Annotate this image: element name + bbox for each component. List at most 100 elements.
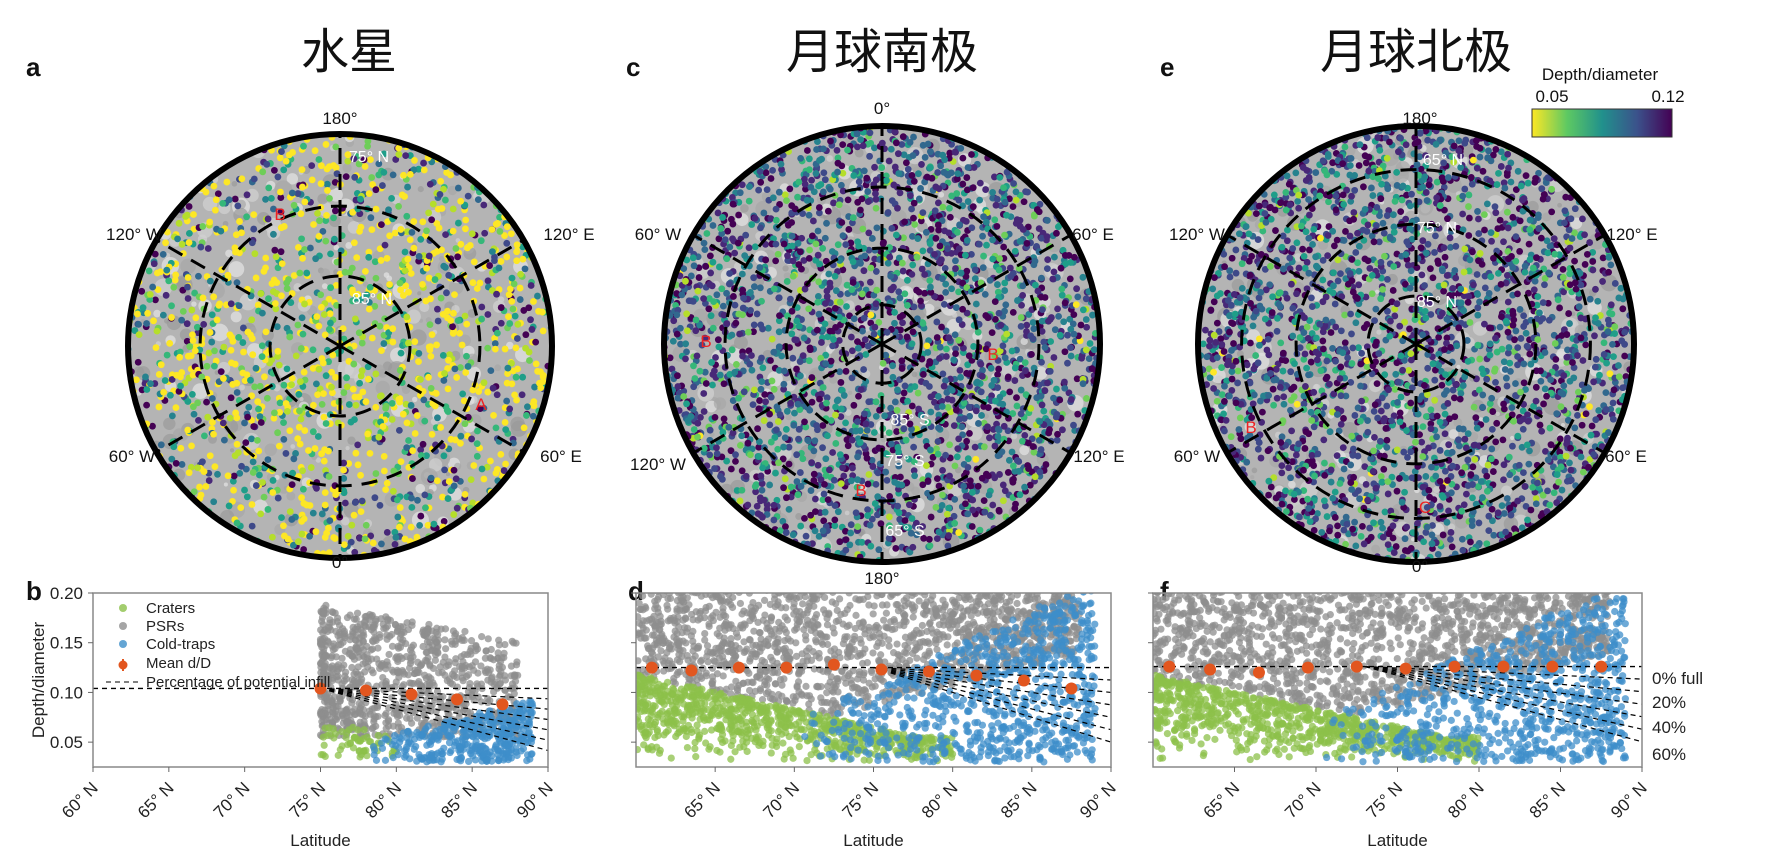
crater-dD-point <box>963 437 971 445</box>
crater-dD-point <box>701 246 709 254</box>
crater-dD-point <box>842 527 849 535</box>
crater-dD-point <box>1017 386 1025 394</box>
crater-dD-point <box>272 305 280 313</box>
crater-dD-point <box>1027 404 1035 412</box>
crater-dD-point <box>284 535 292 543</box>
crater-dD-point <box>783 407 791 415</box>
crater-dD-point <box>843 281 851 289</box>
crater-dD-point <box>978 372 986 380</box>
crater-dD-point <box>280 522 287 530</box>
crater-dD-point <box>214 470 221 478</box>
terrain-shade <box>210 323 229 342</box>
crater-dD-point <box>799 352 807 360</box>
crater-dD-point <box>263 394 271 402</box>
crater-dD-point <box>955 288 962 296</box>
crater-dD-point <box>162 239 169 247</box>
crater-dD-point <box>1070 421 1077 429</box>
crater-dD-point <box>316 385 324 393</box>
crater-dD-point <box>343 383 351 391</box>
crater-dD-point <box>951 148 959 156</box>
crater-dD-point <box>255 405 262 413</box>
crater-dD-point <box>457 240 465 248</box>
crater-dD-point <box>772 257 780 265</box>
crater-dD-point <box>872 480 880 488</box>
crater-dD-point <box>439 493 446 501</box>
crater-dD-point <box>298 166 306 174</box>
crater-dD-point <box>163 266 171 274</box>
crater-dD-point <box>849 258 857 266</box>
crater-dD-point <box>509 367 517 375</box>
crater-dD-point <box>239 369 247 377</box>
crater-dD-point <box>372 205 380 213</box>
crater-dD-point <box>984 404 992 411</box>
crater-dD-point <box>975 240 983 248</box>
crater-dD-point <box>196 483 203 491</box>
crater-dD-point <box>1038 401 1046 409</box>
crater-dD-point <box>961 251 969 259</box>
crater-dD-point <box>365 248 373 256</box>
crater-dD-point <box>864 480 872 488</box>
terrain-shade <box>299 396 304 402</box>
crater-dD-point <box>407 270 415 277</box>
crater-dD-point <box>908 205 915 213</box>
crater-dD-point <box>925 337 933 345</box>
crater-dD-point <box>151 250 159 258</box>
crater-dD-point <box>770 348 778 356</box>
crater-dD-point <box>750 283 758 291</box>
terrain-shade <box>179 328 193 342</box>
crater-dD-point <box>963 236 971 244</box>
crater-dD-point <box>953 453 961 461</box>
crater-dD-point <box>493 391 501 399</box>
crater-dD-point <box>1018 437 1026 445</box>
meridian-line <box>155 238 341 348</box>
crater-dD-point <box>228 333 236 341</box>
crater-dD-point <box>368 226 376 234</box>
crater-dD-point <box>934 221 942 229</box>
crater-dD-point <box>844 442 852 450</box>
crater-dD-point <box>882 468 890 476</box>
crater-dD-point <box>464 192 472 200</box>
crater-dD-point <box>322 372 330 380</box>
crater-dD-point <box>290 541 297 549</box>
crater-dD-point <box>740 388 748 396</box>
crater-dD-point <box>767 393 775 401</box>
crater-dD-point <box>815 209 823 217</box>
crater-dD-point <box>1023 321 1031 329</box>
crater-dD-point <box>926 542 934 550</box>
terrain-shade <box>286 173 299 185</box>
crater-dD-point <box>963 309 971 317</box>
latitude-label: 65° S <box>885 523 924 540</box>
crater-dD-point <box>257 419 265 426</box>
crater-dD-point <box>155 371 163 378</box>
crater-dD-point <box>932 503 940 511</box>
crater-dD-point <box>309 346 317 354</box>
crater-dD-point <box>405 437 412 444</box>
crater-dD-point <box>345 460 353 467</box>
crater-dD-point <box>927 148 934 156</box>
crater-dD-point <box>902 436 910 444</box>
crater-dD-point <box>488 248 496 256</box>
crater-dD-point <box>762 398 769 406</box>
crater-dD-point <box>363 291 371 299</box>
crater-dD-point <box>452 245 460 252</box>
crater-dD-point <box>349 286 356 294</box>
crater-dD-point <box>419 218 427 226</box>
crater-dD-point <box>452 475 460 483</box>
crater-dD-point <box>1001 279 1009 287</box>
crater-dD-point <box>996 173 1004 181</box>
crater-dD-point <box>415 253 423 260</box>
colorbar-label: Depth/diameter <box>1542 65 1659 84</box>
crater-dD-point <box>411 430 419 437</box>
crater-dD-point <box>970 343 978 350</box>
crater-dD-point <box>326 517 334 525</box>
crater-dD-point <box>503 223 511 231</box>
crater-dD-point <box>357 195 364 203</box>
crater-dD-point <box>1044 217 1051 224</box>
crater-dD-point <box>872 412 880 420</box>
crater-dD-point <box>971 443 979 451</box>
crater-dD-point <box>381 241 389 249</box>
crater-dD-point <box>1035 225 1043 233</box>
crater-dD-point <box>766 421 774 429</box>
crater-dD-point <box>1022 367 1029 375</box>
crater-dD-point <box>1044 256 1052 264</box>
